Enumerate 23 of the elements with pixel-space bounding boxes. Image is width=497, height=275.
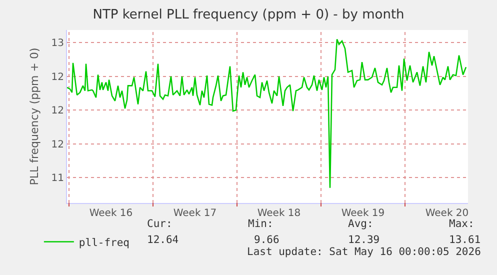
text: 13.61 bbox=[449, 234, 481, 246]
x-tick-label: Week 16 bbox=[89, 208, 133, 219]
text: Avg: bbox=[348, 218, 374, 230]
y-tick-label: 12 bbox=[51, 72, 64, 83]
x-tick-label: Week 20 bbox=[425, 208, 469, 219]
text: Cur: bbox=[147, 218, 172, 230]
y-tick-label: 13 bbox=[51, 38, 64, 50]
y-tick-label: 12 bbox=[51, 106, 64, 117]
chart-title: NTP kernel PLL frequency (ppm + 0) - by month bbox=[92, 8, 404, 23]
y-tick-label: 12 bbox=[51, 139, 64, 150]
y-tick-label: 11 bbox=[51, 173, 64, 184]
x-tick-label: Week 17 bbox=[173, 208, 217, 219]
line-series bbox=[67, 38, 467, 188]
text: Max: bbox=[449, 218, 474, 230]
legend-label: pll-freq bbox=[78, 236, 130, 249]
text: 12.39 bbox=[348, 234, 380, 246]
text: Min: bbox=[248, 218, 274, 230]
text: Last update: Sat May 16 00:00:05 2026 bbox=[247, 246, 481, 258]
y-axis-title: PLL frequency (ppm + 0) bbox=[28, 48, 41, 186]
x-tick-label: Week 18 bbox=[257, 208, 301, 219]
x-tick-label: Week 19 bbox=[341, 208, 385, 219]
text: 12.64 bbox=[147, 234, 179, 246]
text: 9.66 bbox=[254, 234, 280, 246]
